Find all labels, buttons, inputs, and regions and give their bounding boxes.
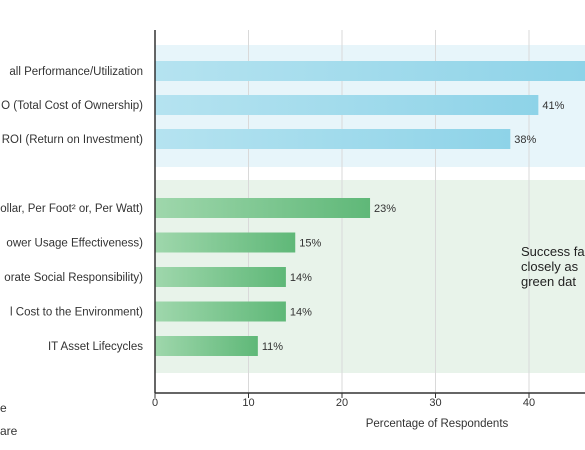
category-label: ower Usage Effectiveness) bbox=[6, 238, 143, 250]
category-label: l Cost to the Environment) bbox=[10, 307, 143, 319]
data-label: 41% bbox=[542, 100, 564, 112]
annotation-line: Success fa bbox=[521, 244, 585, 259]
category-label: IT Asset Lifecycles bbox=[48, 341, 143, 353]
x-tick-label: 40 bbox=[523, 397, 535, 409]
data-label: 14% bbox=[290, 272, 312, 284]
category-label: orate Social Responsibility) bbox=[4, 272, 143, 284]
bar bbox=[155, 267, 286, 287]
legend-fragment-2: are bbox=[0, 424, 18, 438]
x-tick-label: 10 bbox=[242, 397, 254, 409]
data-label: 15% bbox=[299, 238, 321, 250]
bar bbox=[155, 232, 296, 253]
category-label: ROI (Return on Investment) bbox=[2, 134, 143, 146]
bar bbox=[155, 129, 511, 149]
x-tick-label: 0 bbox=[152, 397, 158, 409]
x-tick-label: 30 bbox=[429, 397, 441, 409]
bar bbox=[155, 198, 371, 218]
bar bbox=[155, 61, 585, 81]
x-tick-label: 20 bbox=[336, 397, 348, 409]
data-label: 23% bbox=[374, 203, 396, 215]
legend-fragment-1: e bbox=[0, 401, 7, 415]
x-axis-label: Percentage of Respondents bbox=[366, 418, 509, 430]
category-label: O (Total Cost of Ownership) bbox=[1, 100, 143, 112]
category-label: ollar, Per Foot² or, Per Watt) bbox=[0, 203, 143, 215]
data-label: 38% bbox=[514, 134, 536, 146]
bar bbox=[155, 95, 539, 115]
bar bbox=[155, 301, 286, 322]
annotation-line: green dat bbox=[521, 274, 576, 289]
annotation-line: closely as bbox=[521, 259, 579, 274]
category-label: all Performance/Utilization bbox=[9, 66, 143, 78]
data-label: 14% bbox=[290, 307, 312, 319]
data-label: 11% bbox=[262, 341, 283, 353]
bar bbox=[155, 336, 258, 356]
